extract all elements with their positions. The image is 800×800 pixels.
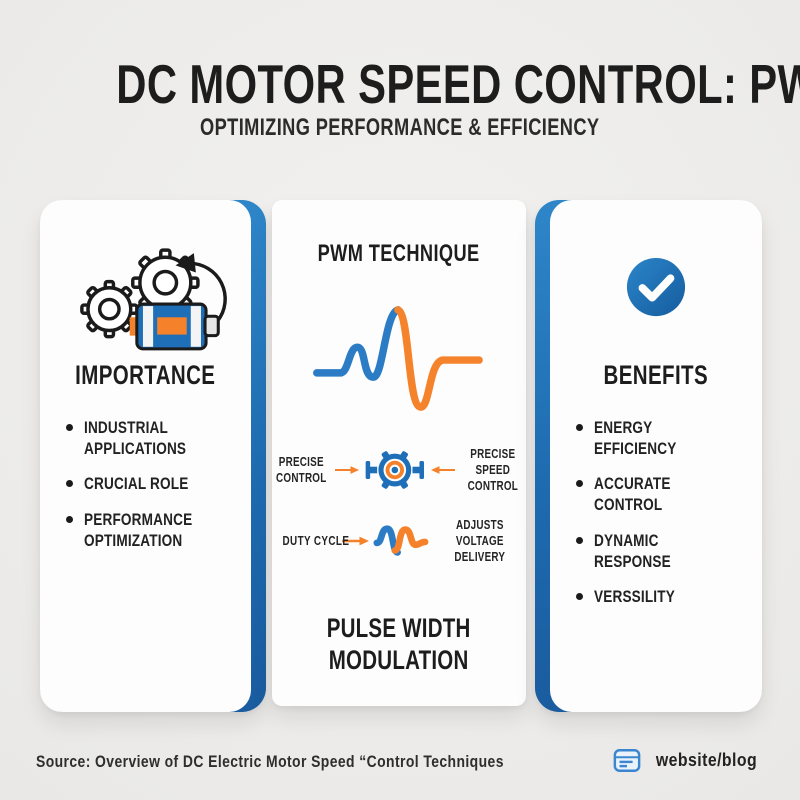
page-subtitle: OPTIMIZING PERFORMANCE & EFFICIENCY	[200, 114, 600, 141]
precise-control-label: PRECISE CONTROL	[275, 453, 327, 485]
motor-diagram-row: PRECISE CONTROL	[272, 422, 526, 518]
bullet-dot-icon	[576, 536, 583, 544]
importance-card: IMPORTANCE INDUSTRIAL APPLICATIONS CRUCI…	[40, 200, 266, 712]
adjusts-voltage-label: ADJUSTS VOLTAGE DELIVERY	[454, 516, 506, 565]
bullet-dot-icon	[576, 480, 583, 488]
pwm-waveform-icon	[272, 296, 526, 427]
duty-cycle-wave-icon	[373, 525, 429, 556]
duty-cycle-label: DUTY CYCLE	[282, 532, 350, 548]
source-text: Source: Overview of DC Electric Motor Sp…	[36, 752, 504, 771]
gears-motor-icon	[40, 244, 251, 363]
importance-list: INDUSTRIAL APPLICATIONS CRUCIAL ROLE PER…	[66, 418, 241, 567]
bullet-dot-icon	[576, 593, 583, 601]
pulse-width-modulation-heading: PULSE WIDTH MODULATION	[327, 613, 471, 676]
arrow-left-icon	[430, 466, 455, 474]
motor-front-icon	[365, 451, 424, 489]
arrow-right-icon	[342, 536, 369, 546]
list-item: PERFORMANCE OPTIMIZATION	[66, 510, 241, 551]
site-label: website/blog	[655, 750, 758, 770]
benefits-heading: BENEFITS	[603, 360, 709, 390]
importance-card-body: IMPORTANCE INDUSTRIAL APPLICATIONS CRUCI…	[40, 200, 251, 712]
list-item: ACCURATE CONTROL	[576, 474, 752, 515]
list-item: ENERGY EFFICIENCY	[576, 418, 752, 459]
bullet-dot-icon	[66, 480, 73, 488]
browser-window-icon	[613, 749, 641, 772]
pwm-technique-heading: PWM TECHNIQUE	[317, 240, 480, 267]
bullet-dot-icon	[66, 516, 73, 524]
bullet-dot-icon	[66, 424, 73, 431]
bullet-dot-icon	[576, 424, 583, 431]
pwm-technique-card: PWM TECHNIQUE PRECISE CONTROL	[272, 200, 526, 706]
page-title: DC MOTOR SPEED CONTROL: PWM	[116, 53, 800, 115]
benefits-card: BENEFITS ENERGY EFFICIENCY ACCURATE CONT…	[535, 200, 762, 712]
precise-speed-control-label: PRECISE SPEED CONTROL	[467, 445, 519, 494]
list-item: DYNAMIC RESPONSE	[576, 531, 752, 572]
benefits-list: ENERGY EFFICIENCY ACCURATE CONTROL DYNAM…	[576, 418, 752, 623]
list-item: VERSSILITY	[576, 587, 752, 608]
list-item: INDUSTRIAL APPLICATIONS	[66, 418, 241, 459]
site-credit: website/blog	[613, 748, 764, 773]
check-circle-icon	[550, 256, 762, 323]
benefits-card-body: BENEFITS ENERGY EFFICIENCY ACCURATE CONT…	[550, 200, 762, 712]
list-item: CRUCIAL ROLE	[66, 474, 241, 495]
importance-heading: IMPORTANCE	[75, 360, 216, 390]
duty-cycle-row: DUTY CYCLE ADJUSTS VOLTAGE DELIVERY	[272, 506, 526, 576]
arrow-right-icon	[335, 466, 359, 474]
